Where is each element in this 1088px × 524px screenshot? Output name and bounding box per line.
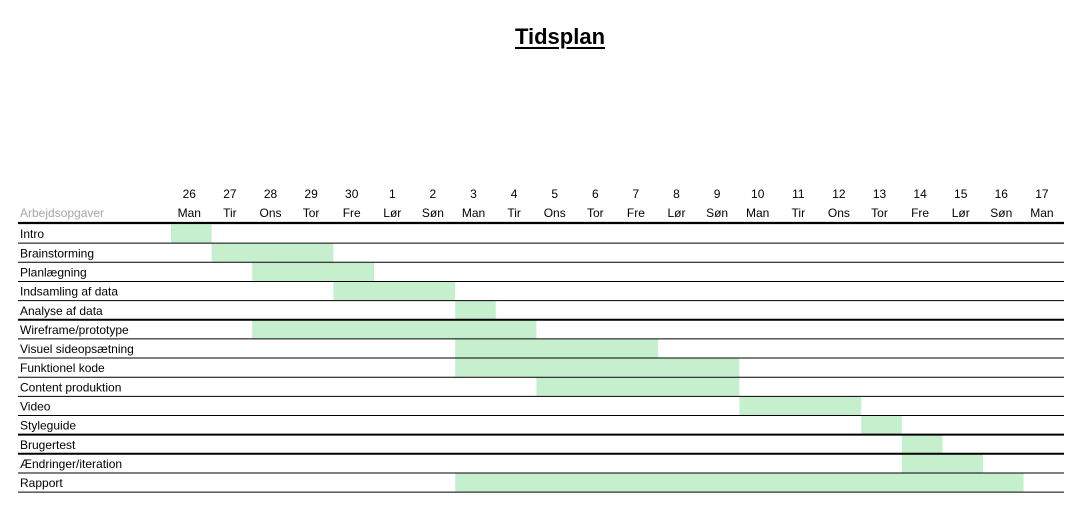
task-name-label: Planlægning	[20, 265, 87, 279]
task-bar	[739, 396, 862, 415]
task-bar	[455, 339, 659, 358]
weekday-label: Ons	[828, 206, 850, 220]
weekday-label: Tir	[792, 206, 806, 220]
day-number-label: 3	[470, 187, 477, 201]
weekday-label: Man	[178, 206, 201, 220]
weekday-label: Søn	[990, 206, 1012, 220]
weekday-label: Søn	[422, 206, 444, 220]
task-bar	[455, 473, 1024, 492]
weekday-label: Ons	[259, 206, 281, 220]
day-number-label: 26	[183, 187, 197, 201]
day-number-label: 6	[592, 187, 599, 201]
task-bar	[333, 281, 456, 301]
weekday-label: Man	[1030, 206, 1053, 220]
task-bar	[211, 243, 334, 262]
task-name-label: Visuel sideopsætning	[20, 342, 134, 356]
task-name-label: Indsamling af data	[20, 285, 118, 299]
weekday-label: Man	[462, 206, 485, 220]
day-number-label: 4	[511, 187, 518, 201]
day-number-label: 29	[304, 187, 318, 201]
day-number-label: 11	[792, 187, 805, 201]
weekday-label: Fre	[627, 206, 645, 220]
day-number-label: 5	[551, 187, 558, 201]
task-name-label: Analyse af data	[20, 304, 103, 318]
task-name-label: Brainstorming	[20, 246, 94, 260]
weekday-label: Tor	[303, 206, 320, 220]
task-bar	[252, 262, 374, 281]
weekday-label: Lør	[952, 206, 970, 220]
task-name-label: Ændringer/iteration	[20, 457, 122, 471]
day-number-label: 16	[995, 187, 1009, 201]
task-name-label: Funktionel kode	[20, 361, 105, 375]
task-name-label: Brugertest	[20, 438, 76, 452]
weekday-label: Lør	[383, 206, 401, 220]
task-name-label: Rapport	[20, 476, 63, 490]
task-column-header: Arbejdsopgaver	[20, 206, 104, 220]
day-number-label: 28	[264, 187, 278, 201]
task-name-label: Intro	[20, 227, 44, 241]
day-number-label: 12	[832, 187, 846, 201]
day-number-label: 30	[345, 187, 359, 201]
day-number-label: 9	[714, 187, 721, 201]
task-bar	[252, 320, 537, 339]
day-number-label: 7	[633, 187, 640, 201]
day-number-label: 27	[223, 187, 237, 201]
weekday-label: Tor	[587, 206, 604, 220]
day-number-label: 15	[954, 187, 968, 201]
day-number-label: 14	[913, 187, 927, 201]
weekday-label: Tor	[871, 206, 888, 220]
task-bar	[901, 435, 943, 454]
weekday-label: Ons	[544, 206, 566, 220]
weekday-label: Lør	[668, 206, 686, 220]
day-number-label: 13	[873, 187, 887, 201]
weekday-label: Fre	[343, 206, 361, 220]
day-number-label: 1	[389, 187, 396, 201]
weekday-label: Fre	[911, 206, 929, 220]
task-bar	[455, 358, 740, 377]
task-bar	[455, 301, 496, 320]
weekday-label: Tir	[223, 206, 237, 220]
weekday-label: Søn	[706, 206, 728, 220]
weekday-label: Man	[746, 206, 769, 220]
day-number-label: 8	[673, 187, 680, 201]
weekday-label: Tir	[507, 206, 521, 220]
task-name-label: Video	[20, 400, 51, 414]
day-number-label: 17	[1035, 187, 1049, 201]
task-bar	[536, 377, 740, 396]
task-bar	[861, 416, 902, 435]
task-name-label: Content produktion	[20, 380, 121, 394]
day-number-label: 10	[751, 187, 765, 201]
task-bar	[171, 224, 212, 243]
task-bar	[901, 454, 983, 473]
task-name-label: Styleguide	[20, 419, 76, 433]
task-name-label: Wireframe/prototype	[20, 323, 129, 337]
day-number-label: 2	[430, 187, 437, 201]
chart-title: Tidsplan	[514, 24, 606, 49]
